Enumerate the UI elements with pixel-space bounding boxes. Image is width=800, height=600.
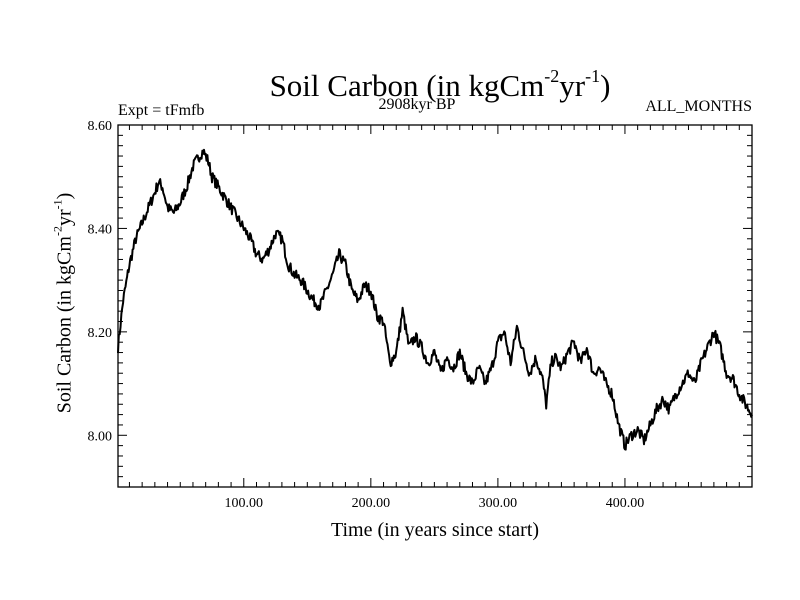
subtitle-experiment: Expt = tFmfb: [118, 102, 205, 119]
plot-frame: [117, 124, 753, 488]
title-mid: yr: [559, 68, 586, 103]
chart-title: Soil Carbon (in kgCm-2yr-1): [0, 58, 800, 104]
series-line: [117, 148, 753, 451]
y-tick-label: 8.00: [88, 429, 113, 444]
x-axis-label: Time (in years since start): [330, 519, 540, 541]
x-tick-label: 400.00: [606, 496, 645, 511]
title-exponent-1: -2: [544, 66, 560, 86]
title-end: ): [600, 68, 611, 103]
ylabel-mid: yr: [53, 209, 76, 227]
x-tick-label: 300.00: [479, 496, 518, 511]
axis-tick-labels: 100.00 200.00 300.00 400.00 8.00 8.20 8.40 8.60: [88, 119, 645, 511]
ylabel-exponent-2: -1: [50, 199, 65, 210]
ylabel-main: Soil Carbon (in kgCm: [53, 236, 76, 414]
x-tick-label: 200.00: [352, 496, 391, 511]
axis-ticks: [118, 125, 752, 487]
y-tick-label: 8.60: [88, 119, 113, 134]
title-main: Soil Carbon (in kgCm: [269, 68, 545, 103]
ylabel-exponent-1: -2: [50, 226, 65, 237]
title-exponent-2: -1: [585, 66, 601, 86]
y-tick-label: 8.40: [88, 222, 113, 237]
ylabel-end: ): [53, 192, 76, 200]
subtitle-months: ALL_MONTHS: [645, 98, 752, 115]
x-tick-label: 100.00: [225, 496, 264, 511]
subtitle-period: 2908kyr BP: [378, 96, 456, 113]
y-tick-label: 8.20: [88, 326, 113, 341]
